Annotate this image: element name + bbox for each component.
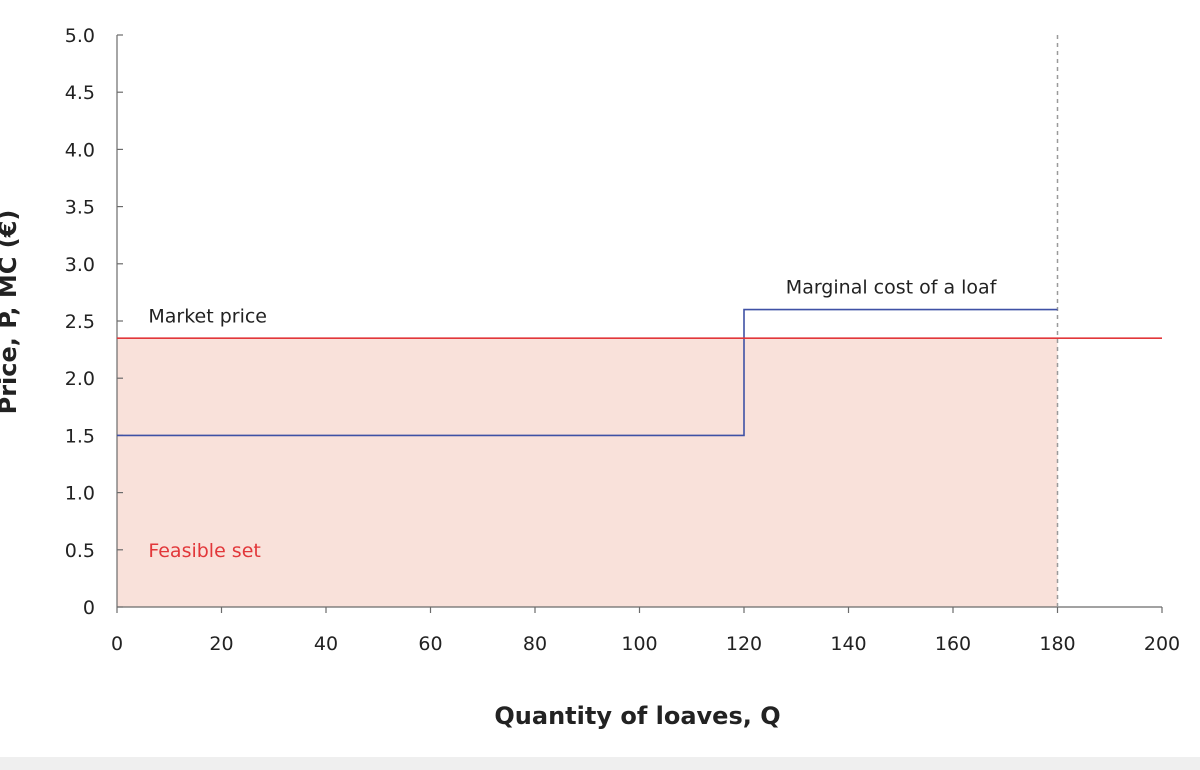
y-axis-label: Price, P, MC (€) — [0, 210, 22, 415]
x-tick-label: 20 — [209, 633, 233, 655]
x-tick-label: 100 — [621, 633, 657, 655]
x-tick-label: 60 — [418, 633, 442, 655]
y-tick-label: 4.5 — [65, 82, 95, 104]
y-tick-label: 3.0 — [65, 254, 95, 276]
y-tick-label: 2.0 — [65, 368, 95, 390]
x-tick-label: 200 — [1144, 633, 1180, 655]
x-tick-label: 40 — [314, 633, 338, 655]
marginal-cost-label: Marginal cost of a loaf — [786, 277, 998, 299]
y-tick-label: 4.0 — [65, 139, 95, 161]
x-tick-label: 160 — [935, 633, 971, 655]
bottom-band — [0, 757, 1200, 770]
y-tick-label: 1.0 — [65, 483, 95, 505]
x-tick-label: 140 — [830, 633, 866, 655]
y-tick-label: 0.5 — [65, 540, 95, 562]
feasible-set-label: Feasible set — [148, 540, 261, 562]
marginal-cost-line — [117, 308, 1058, 437]
y-tick-label: 0 — [83, 597, 95, 619]
x-axis-label: Quantity of loaves, Q — [494, 702, 780, 730]
x-tick-label: 180 — [1039, 633, 1075, 655]
feasible-set-region — [117, 338, 1058, 607]
y-tick-label: 1.5 — [65, 425, 95, 447]
market-price-label: Market price — [148, 305, 267, 327]
y-tick-label: 3.5 — [65, 197, 95, 219]
x-tick-label: 0 — [111, 633, 123, 655]
x-tick-label: 80 — [523, 633, 547, 655]
y-tick-label: 5.0 — [65, 25, 95, 47]
x-tick-label: 120 — [726, 633, 762, 655]
y-tick-label: 2.5 — [65, 311, 95, 333]
